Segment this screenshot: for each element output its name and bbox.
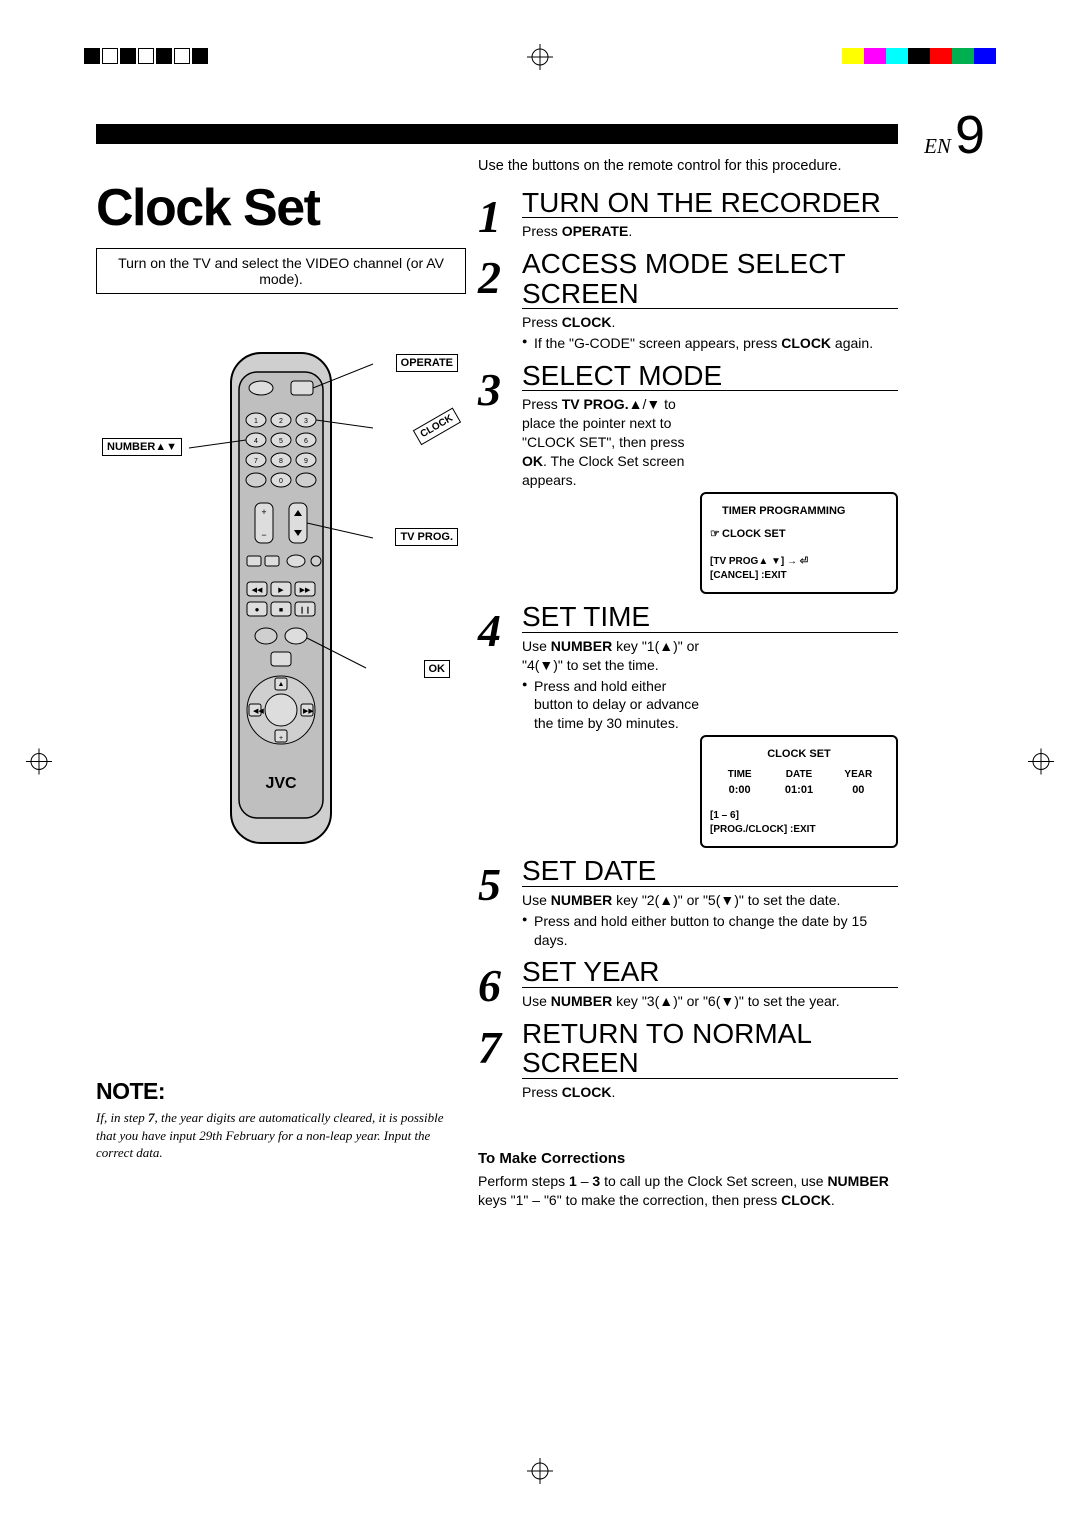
callout-operate: OPERATE	[396, 354, 458, 372]
step-number: 1	[478, 194, 501, 240]
svg-text:8: 8	[279, 458, 283, 465]
note-title: NOTE:	[96, 1078, 466, 1105]
svg-text:6: 6	[304, 438, 308, 445]
svg-text:▶▶: ▶▶	[303, 708, 314, 715]
step-body: Press TV PROG.▲/▼ to place the pointer n…	[522, 395, 898, 594]
svg-text:5: 5	[279, 438, 283, 445]
remote-svg: 1 2 3 4 5 6 7 8 9 0 + −	[181, 348, 381, 848]
svg-text:▲: ▲	[278, 681, 285, 688]
svg-text:▶: ▶	[278, 587, 284, 594]
reg-right-colors	[842, 48, 996, 64]
step-2: 2 ACCESS MODE SELECT SCREEN Press CLOCK.…	[478, 249, 898, 353]
step-7: 7 RETURN TO NORMAL SCREEN Press CLOCK.	[478, 1019, 898, 1102]
step-3: 3 SELECT MODE Press TV PROG.▲/▼ to place…	[478, 361, 898, 595]
svg-text:0: 0	[279, 478, 283, 485]
step-title: SET TIME	[522, 602, 898, 632]
step-title: SET DATE	[522, 856, 898, 886]
svg-text:−: −	[261, 530, 266, 540]
reg-side-left	[26, 749, 52, 780]
note-body: If, in step 7, the year digits are autom…	[96, 1109, 466, 1162]
step-body: Use NUMBER key "2(▲)" or "5(▼)" to set t…	[522, 891, 898, 950]
registration-marks-top	[0, 48, 1080, 70]
svg-text:1: 1	[254, 418, 258, 425]
right-column: Use the buttons on the remote control fo…	[478, 158, 898, 1209]
svg-text:2: 2	[279, 418, 283, 425]
intro-text: Use the buttons on the remote control fo…	[478, 158, 898, 174]
reg-center-cross	[527, 44, 553, 70]
step-number: 2	[478, 255, 501, 301]
left-column: Clock Set Turn on the TV and select the …	[96, 178, 466, 1162]
step-number: 7	[478, 1025, 501, 1071]
svg-text:❙❙: ❙❙	[299, 606, 311, 614]
step-body: Press OPERATE.	[522, 222, 898, 241]
step-body: Use NUMBER key "1(▲)" or "4(▼)" to set t…	[522, 637, 898, 849]
reg-side-right	[1028, 749, 1054, 780]
step-4: 4 SET TIME Use NUMBER key "1(▲)" or "4(▼…	[478, 602, 898, 848]
step-5: 5 SET DATE Use NUMBER key "2(▲)" or "5(▼…	[478, 856, 898, 949]
step-6: 6 SET YEAR Use NUMBER key "3(▲)" or "6(▼…	[478, 957, 898, 1010]
callout-ok: OK	[424, 660, 451, 678]
svg-text:●: ●	[255, 605, 260, 614]
step-number: 6	[478, 963, 501, 1009]
step-body: Press CLOCK.	[522, 1083, 898, 1102]
remote-brand: JVC	[265, 775, 297, 792]
svg-text:9: 9	[304, 458, 308, 465]
step-title: RETURN TO NORMAL SCREEN	[522, 1019, 898, 1079]
step-body: Use NUMBER key "3(▲)" or "6(▼)" to set t…	[522, 992, 898, 1011]
step-body: Press CLOCK. If the "G-CODE" screen appe…	[522, 313, 898, 353]
step-number: 4	[478, 608, 501, 654]
header-bar	[96, 124, 898, 144]
step-title: TURN ON THE RECORDER	[522, 188, 898, 218]
svg-text:4: 4	[254, 438, 258, 445]
svg-text:◀◀: ◀◀	[253, 708, 264, 715]
svg-text:3: 3	[304, 418, 308, 425]
page-num-value: 9	[955, 105, 984, 165]
page-number: EN 9	[924, 104, 984, 166]
callout-tvprog: TV PROG.	[395, 528, 458, 546]
corrections-section: To Make Corrections Perform steps 1 – 3 …	[478, 1149, 898, 1209]
step-number: 5	[478, 862, 501, 908]
svg-text:◀◀: ◀◀	[252, 587, 263, 594]
step-1: 1 TURN ON THE RECORDER Press OPERATE.	[478, 188, 898, 241]
corrections-title: To Make Corrections	[478, 1149, 898, 1169]
svg-text:▶▶: ▶▶	[300, 587, 311, 594]
callout-number: NUMBER▲▼	[102, 438, 182, 456]
screen-mode-select: TIMER PROGRAMMING ☞CLOCK SET [TV PROG▲ ▼…	[700, 492, 898, 595]
svg-text:+: +	[279, 735, 283, 742]
note-section: NOTE: If, in step 7, the year digits are…	[96, 1078, 466, 1162]
page-title: Clock Set	[96, 178, 466, 238]
step-title: SELECT MODE	[522, 361, 898, 391]
svg-text:■: ■	[279, 607, 283, 614]
corrections-body: Perform steps 1 – 3 to call up the Clock…	[478, 1172, 898, 1210]
reg-left-boxes	[84, 48, 210, 64]
remote-illustration: OPERATE NUMBER▲▼ CLOCK TV PROG. OK	[96, 348, 466, 1008]
tv-channel-note: Turn on the TV and select the VIDEO chan…	[96, 248, 466, 294]
svg-text:7: 7	[254, 458, 258, 465]
callout-clock: CLOCK	[414, 418, 460, 435]
step-title: ACCESS MODE SELECT SCREEN	[522, 249, 898, 309]
svg-text:+: +	[261, 507, 266, 517]
step-title: SET YEAR	[522, 957, 898, 987]
page-lang: EN	[924, 134, 951, 158]
step-number: 3	[478, 367, 501, 413]
screen-clock-set: CLOCK SET TIME0:00 DATE01:01 YEAR00 [1 –…	[700, 735, 898, 848]
